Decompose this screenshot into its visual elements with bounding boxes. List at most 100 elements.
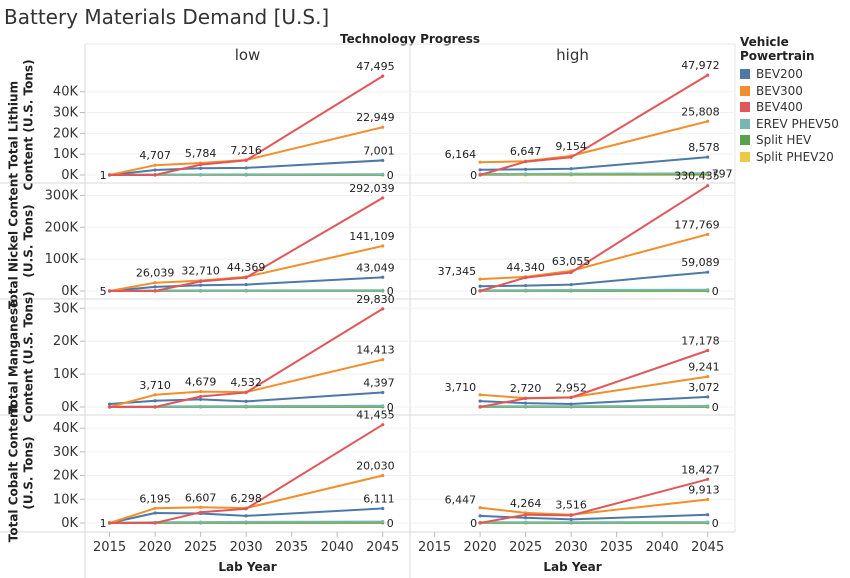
data-label: 32,710: [181, 265, 220, 278]
data-label: 20,030: [356, 459, 395, 472]
data-point: [199, 505, 203, 509]
legend-swatch: [740, 118, 750, 129]
series-line-bev400: [479, 184, 709, 292]
data-label: 6,447: [445, 494, 477, 507]
data-point: [381, 357, 385, 362]
data-point: [244, 166, 248, 170]
data-point: [706, 270, 710, 274]
y-tick-label: 100K: [45, 252, 79, 267]
data-label: 26,039: [136, 267, 175, 280]
data-label: 9,154: [555, 140, 587, 153]
data-point: [244, 404, 248, 408]
y-tick-label: 40K: [53, 421, 79, 436]
y-axis-label: (U.S. Tons): [22, 436, 36, 509]
legend-item[interactable]: Split HEV: [740, 132, 850, 149]
data-point: [706, 348, 710, 353]
data-point: [706, 171, 710, 175]
data-label: 3,072: [688, 381, 720, 394]
data-point: [199, 404, 203, 408]
x-tick-label: 2035: [600, 540, 633, 555]
data-label: 141,109: [349, 230, 395, 243]
data-label: 6,164: [445, 148, 477, 161]
data-point: [107, 405, 112, 409]
y-axis-label: (U.S. Tons): [22, 204, 36, 277]
data-point: [478, 506, 482, 510]
data-label: 8,578: [688, 141, 720, 154]
data-point: [478, 173, 482, 177]
data-label: 2,720: [510, 382, 542, 395]
data-label: 3,516: [555, 499, 587, 512]
data-label: 7,216: [230, 144, 262, 157]
data-point: [706, 374, 710, 379]
legend-item[interactable]: BEV200: [740, 66, 850, 83]
data-point: [199, 288, 203, 293]
y-axis-label: Total Cobalt Content: [7, 404, 21, 543]
data-point: [524, 283, 528, 288]
data-point: [478, 277, 482, 281]
data-point: [153, 285, 157, 289]
data-label: 0: [470, 169, 477, 182]
data-point: [524, 288, 528, 292]
legend-swatch: [740, 69, 750, 80]
y-tick-label: 0K: [61, 168, 78, 183]
data-point: [478, 521, 482, 525]
data-label: 6,647: [510, 145, 542, 158]
x-tick-label: 2040: [321, 540, 354, 555]
legend-item[interactable]: EREV PHEV50: [740, 116, 850, 133]
data-label: 41,455: [356, 409, 395, 422]
data-point: [569, 402, 573, 406]
legend-item[interactable]: Split PHEV20: [740, 149, 850, 166]
y-tick-label: 20K: [53, 469, 79, 484]
y-tick-label: 0K: [61, 516, 78, 531]
data-point: [153, 168, 157, 172]
legend-item[interactable]: BEV400: [740, 99, 850, 116]
data-point: [244, 288, 248, 292]
y-axis-label: Content (U.S. Tons): [22, 291, 36, 422]
x-tick-label: 2025: [184, 540, 217, 555]
data-point: [199, 279, 203, 284]
data-point: [569, 270, 573, 275]
data-point: [478, 160, 482, 164]
data-point: [153, 521, 157, 525]
series-line-bev400: [479, 478, 708, 524]
series-line-erev-phev50: [480, 172, 708, 175]
data-label: 6,607: [185, 491, 217, 504]
data-point: [244, 507, 248, 511]
legend: Vehicle Powertrain BEV200 BEV300 BEV400 ERE…: [740, 35, 850, 165]
data-point: [153, 289, 157, 293]
x-tick-label: 2040: [646, 540, 679, 555]
x-tick-label: 2035: [275, 540, 308, 555]
data-point: [381, 288, 385, 292]
data-label: 14,413: [356, 344, 395, 357]
data-point: [524, 172, 528, 176]
data-point: [381, 172, 385, 176]
data-point: [524, 516, 528, 520]
data-label: 4,397: [363, 377, 395, 390]
data-point: [524, 167, 528, 171]
data-point: [199, 283, 203, 287]
data-label: 2,952: [555, 381, 587, 394]
data-point: [153, 399, 157, 403]
legend-swatch: [740, 135, 750, 146]
data-point: [706, 155, 710, 159]
legend-label: BEV300: [756, 83, 803, 98]
x-tick-label: 2030: [555, 540, 588, 555]
data-point: [153, 163, 157, 167]
y-tick-label: 0K: [61, 400, 78, 415]
data-point: [381, 519, 385, 524]
legend-label: EREV PHEV50: [756, 116, 839, 131]
legend-label: Split PHEV20: [756, 149, 834, 164]
data-label: 3,710: [445, 381, 477, 394]
column-header-title: Technology Progress: [339, 32, 480, 46]
data-point: [107, 521, 112, 525]
x-tick-label: 2045: [366, 540, 399, 555]
data-point: [524, 404, 528, 408]
data-point: [381, 423, 385, 427]
data-point: [569, 167, 573, 171]
legend-item[interactable]: BEV300: [740, 83, 850, 100]
y-axis-label: Total Nickel Content: [7, 173, 21, 309]
data-label: 6,298: [230, 492, 262, 505]
data-point: [524, 520, 528, 524]
data-point: [244, 399, 248, 404]
data-point: [569, 172, 573, 176]
